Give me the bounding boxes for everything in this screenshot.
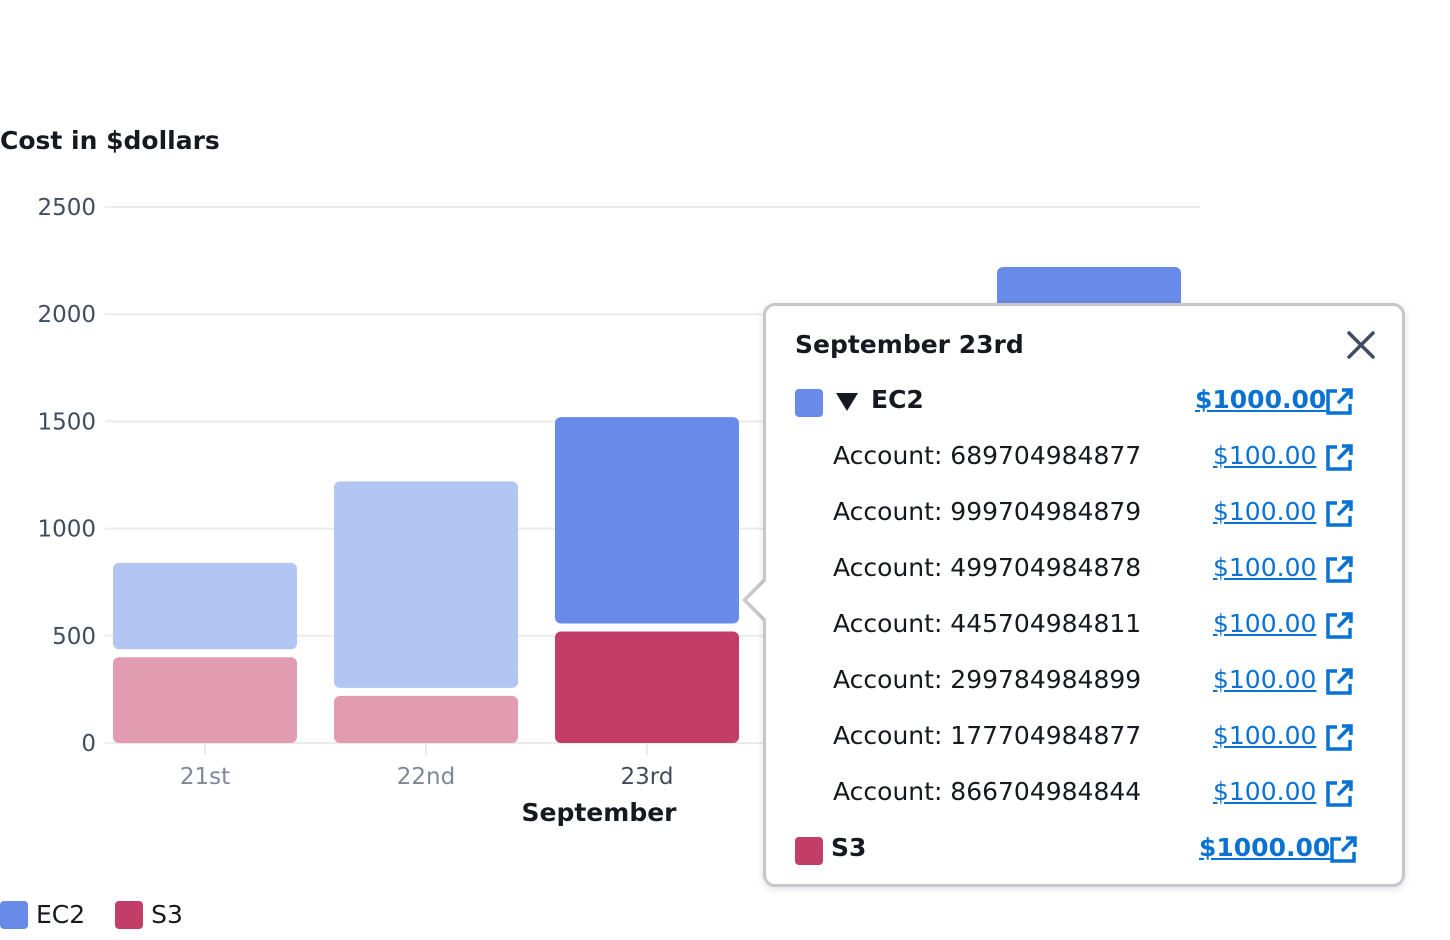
account-value-link[interactable]: $100.00 [1213,497,1317,526]
details-popover: September 23rd EC2 $1000.00 Account: 689… [763,303,1405,887]
y-tick-labels: 2500 2000 1500 1000 500 0 [37,195,96,757]
x-tick-label: 21st [180,764,230,790]
external-link-icon[interactable] [1328,835,1358,865]
bar-s3[interactable] [334,695,518,743]
popover-account-row: Account: 999704984879 $100.00 [766,493,1402,533]
bar-s3[interactable] [555,631,739,743]
s3-swatch [795,837,823,865]
external-link-icon[interactable] [1324,611,1354,641]
account-label: Account: 499704984878 [833,553,1142,582]
bar-ec2[interactable] [334,481,518,688]
popover-arrow-fill [747,581,766,619]
account-label: Account: 689704984877 [833,441,1142,470]
y-tick-label: 1000 [37,517,96,543]
popover-row-s3: S3 $1000.00 [766,829,1402,869]
external-link-icon[interactable] [1324,555,1354,585]
y-tick-label: 500 [52,624,96,650]
y-tick-label: 2000 [37,302,96,328]
legend-item-ec2[interactable]: EC2 [0,900,85,929]
ec2-value-link[interactable]: $1000.00 [1195,385,1327,414]
account-value-link[interactable]: $100.00 [1213,777,1317,806]
popover-account-row: Account: 689704984877 $100.00 [766,437,1402,477]
x-tick-labels: 21st 22nd 23rd [180,743,674,790]
popover-account-row: Account: 499704984878 $100.00 [766,549,1402,589]
account-value-link[interactable]: $100.00 [1213,721,1317,750]
legend: EC2 S3 [0,900,183,929]
popover-account-row: Account: 299784984899 $100.00 [766,661,1402,701]
x-tick-label: 22nd [397,764,455,790]
account-label: Account: 999704984879 [833,497,1142,526]
x-axis-title: September [522,798,678,827]
y-tick-label: 1500 [37,409,96,435]
account-label: Account: 866704984844 [833,777,1142,806]
account-value-link[interactable]: $100.00 [1213,553,1317,582]
account-value-link[interactable]: $100.00 [1213,609,1317,638]
caret-down-icon[interactable] [836,393,858,411]
legend-label-ec2: EC2 [36,900,86,929]
close-icon[interactable] [1344,328,1378,362]
bar-s3[interactable] [113,657,297,743]
external-link-icon[interactable] [1324,387,1354,417]
legend-item-s3[interactable]: S3 [115,900,183,929]
s3-value-link[interactable]: $1000.00 [1199,833,1331,862]
external-link-icon[interactable] [1324,667,1354,697]
bar-ec2[interactable] [113,562,297,650]
s3-label: S3 [831,833,867,862]
popover-account-row: Account: 445704984811 $100.00 [766,605,1402,645]
external-link-icon[interactable] [1324,779,1354,809]
y-axis-title: Cost in $dollars [0,126,220,155]
external-link-icon[interactable] [1324,499,1354,529]
external-link-icon[interactable] [1324,723,1354,753]
popover-account-row: Account: 866704984844 $100.00 [766,773,1402,813]
popover-account-row: Account: 177704984877 $100.00 [766,717,1402,757]
bars [113,267,1181,743]
bar-ec2[interactable] [997,267,1181,311]
account-label: Account: 445704984811 [833,609,1142,638]
account-value-link[interactable]: $100.00 [1213,441,1317,470]
account-value-link[interactable]: $100.00 [1213,665,1317,694]
x-tick-label: 23rd [621,764,674,790]
ec2-label: EC2 [871,385,924,414]
popover-row-ec2: EC2 $1000.00 [766,381,1402,421]
legend-swatch-s3 [115,900,144,929]
y-tick-label: 0 [81,731,96,757]
popover-title: September 23rd [795,330,1024,359]
legend-swatch-ec2 [0,900,28,929]
bar-ec2[interactable] [555,417,739,624]
ec2-swatch [795,389,823,417]
legend-label-s3: S3 [151,900,183,929]
external-link-icon[interactable] [1324,443,1354,473]
y-tick-label: 2500 [37,195,96,221]
account-label: Account: 177704984877 [833,721,1142,750]
account-label: Account: 299784984899 [833,665,1142,694]
